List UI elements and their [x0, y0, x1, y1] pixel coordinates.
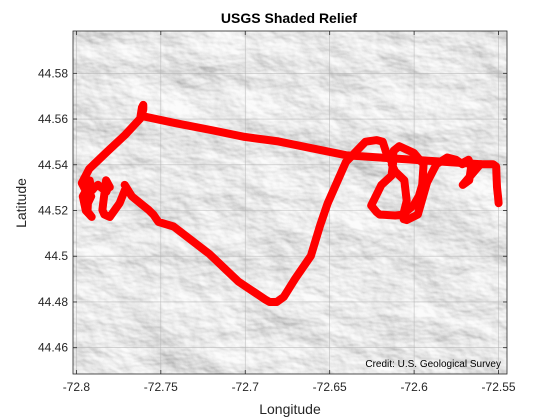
x-tick-label: -72.8 [63, 380, 91, 394]
x-tick-label: -72.55 [482, 380, 516, 394]
map-credit: Credit: U.S. Geological Survey [365, 359, 501, 370]
plot-frame [72, 30, 508, 375]
y-tick-label: 44.48 [38, 295, 68, 309]
gps-track [77, 100, 503, 306]
y-tick-label: 44.56 [38, 112, 68, 126]
plot-area[interactable]: Credit: U.S. Geological Survey [72, 30, 508, 375]
y-tick-label: 44.52 [38, 204, 68, 218]
x-axis-label: Longitude [259, 401, 321, 417]
y-axis: 44.46 44.48 44.5 44.52 44.54 44.56 44.58 [38, 66, 507, 355]
x-tick-label: -72.65 [313, 380, 347, 394]
x-tick-label: -72.75 [144, 380, 178, 394]
y-tick-label: 44.58 [38, 66, 68, 80]
track-line-segment [139, 112, 485, 169]
x-tick-label: -72.6 [400, 380, 428, 394]
y-axis-label: Latitude [13, 178, 29, 228]
x-tick-label: -72.7 [232, 380, 260, 394]
y-tick-label: 44.46 [38, 341, 68, 355]
map-title: USGS Shaded Relief [221, 10, 357, 26]
x-axis: -72.8 -72.75 -72.7 -72.65 -72.6 -72.55 [63, 31, 516, 394]
y-tick-label: 44.5 [45, 249, 69, 263]
grid-lines [73, 31, 507, 374]
y-tick-label: 44.54 [38, 158, 68, 172]
